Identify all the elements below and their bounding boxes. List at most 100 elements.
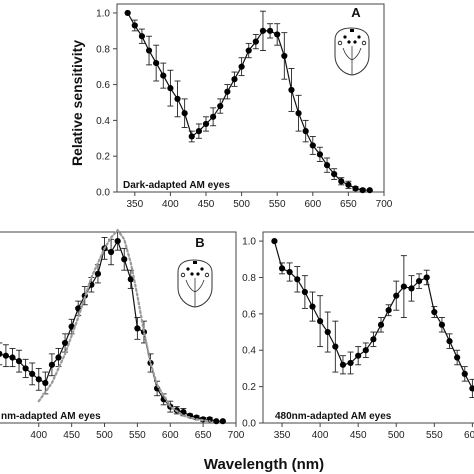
series-line bbox=[127, 12, 370, 191]
data-point bbox=[366, 187, 373, 194]
dotted-series-line bbox=[37, 228, 211, 423]
data-point bbox=[219, 418, 226, 425]
x-tick-label: 400 bbox=[30, 430, 47, 441]
data-point bbox=[323, 162, 331, 169]
y-tick-label: 0.4 bbox=[96, 116, 110, 127]
data-point bbox=[145, 47, 153, 54]
x-tick-label: 400 bbox=[162, 199, 179, 210]
y-tick-label: 0.6 bbox=[96, 80, 110, 91]
data-point bbox=[55, 354, 62, 361]
data-point bbox=[469, 385, 474, 392]
head-schematic-icon bbox=[334, 27, 370, 76]
data-point bbox=[68, 323, 75, 330]
x-tick-label: 550 bbox=[426, 430, 443, 441]
panel-inset-label: Dark-adapted AM eyes bbox=[123, 180, 230, 191]
data-point bbox=[345, 181, 352, 188]
data-point bbox=[188, 133, 195, 140]
panel-a: 350 400 450 500 550 600 650 700 0.0 0.2 0.4 0.6 0.8 1… bbox=[96, 3, 393, 210]
data-point bbox=[274, 31, 281, 38]
data-point bbox=[294, 276, 301, 283]
x-tick-label: 500 bbox=[233, 199, 250, 210]
data-point bbox=[317, 318, 324, 325]
data-point bbox=[167, 85, 174, 92]
data-point bbox=[252, 38, 259, 45]
x-tick-label: 550 bbox=[129, 430, 146, 441]
data-point bbox=[238, 63, 245, 70]
x-tick-label: 700 bbox=[376, 199, 393, 210]
x-tick-label: 450 bbox=[198, 199, 215, 210]
data-point bbox=[271, 237, 278, 245]
x-tick-label: 700 bbox=[228, 430, 245, 441]
y-tick-label: 0.0 bbox=[96, 188, 110, 199]
data-point bbox=[400, 283, 407, 290]
data-point bbox=[114, 237, 121, 245]
data-point bbox=[245, 47, 252, 54]
data-point bbox=[48, 361, 56, 368]
data-point bbox=[195, 128, 202, 135]
data-point bbox=[359, 187, 366, 194]
data-point bbox=[266, 27, 274, 34]
series-line bbox=[273, 240, 473, 389]
x-tick-label: 350 bbox=[126, 199, 143, 210]
data-point bbox=[331, 170, 338, 178]
data-point bbox=[127, 276, 134, 283]
data-point bbox=[332, 343, 339, 350]
data-point bbox=[0, 350, 3, 357]
data-point bbox=[454, 354, 461, 361]
data-point bbox=[181, 110, 188, 117]
data-point bbox=[134, 325, 141, 332]
x-tick-label: 600 bbox=[162, 430, 179, 441]
data-point bbox=[138, 33, 146, 40]
series-line bbox=[0, 239, 223, 422]
data-point bbox=[408, 285, 415, 292]
data-point bbox=[202, 120, 210, 128]
y-tick-label: 0.6 bbox=[242, 309, 256, 320]
panel-inset-label: 480nm-adapted AM eyes bbox=[275, 411, 392, 422]
data-point bbox=[362, 347, 369, 354]
data-point bbox=[213, 418, 220, 425]
data-point bbox=[15, 358, 23, 365]
data-point bbox=[88, 281, 95, 288]
y-tick-label: 0.0 bbox=[242, 419, 256, 430]
data-point bbox=[316, 151, 324, 158]
data-point bbox=[347, 359, 354, 367]
x-tick-label: 650 bbox=[340, 199, 357, 210]
data-point bbox=[29, 370, 36, 377]
y-tick-label: 0.2 bbox=[96, 152, 110, 163]
x-tick-label: 500 bbox=[388, 430, 405, 441]
data-point bbox=[124, 9, 131, 17]
data-point bbox=[224, 88, 231, 95]
panel-letter: A bbox=[351, 5, 361, 20]
data-point bbox=[302, 128, 309, 135]
data-point bbox=[415, 278, 423, 285]
data-point bbox=[231, 76, 238, 83]
data-point bbox=[446, 338, 453, 345]
data-point bbox=[61, 339, 69, 347]
plot-frame bbox=[262, 231, 474, 424]
data-point bbox=[309, 142, 316, 149]
data-point bbox=[42, 379, 49, 387]
y-tick-label: 0.8 bbox=[96, 44, 110, 55]
data-point bbox=[393, 292, 400, 299]
x-tick-label: 450 bbox=[350, 430, 367, 441]
data-point bbox=[281, 52, 288, 60]
panel-c: 350 400 450 500 550 600 0.0 0.2 0.4 0.6 0.8 1.0 480n… bbox=[242, 231, 474, 441]
data-point bbox=[121, 256, 128, 263]
data-point bbox=[153, 59, 160, 67]
panel-inset-label: nm-adapted AM eyes bbox=[1, 411, 101, 422]
data-point bbox=[423, 274, 430, 281]
data-point bbox=[210, 113, 217, 120]
data-point bbox=[174, 95, 181, 102]
data-point bbox=[352, 185, 359, 192]
y-axis-label: Relative sensitivity bbox=[69, 40, 85, 166]
data-point bbox=[377, 321, 385, 328]
data-point bbox=[461, 370, 468, 377]
data-point bbox=[355, 352, 362, 359]
y-tick-label: 0.2 bbox=[242, 382, 256, 393]
x-tick-label: 400 bbox=[312, 430, 329, 441]
data-point bbox=[217, 102, 224, 110]
data-point bbox=[324, 328, 331, 336]
data-point bbox=[370, 336, 377, 343]
data-point bbox=[438, 321, 446, 328]
y-tick-label: 0.4 bbox=[242, 346, 256, 357]
